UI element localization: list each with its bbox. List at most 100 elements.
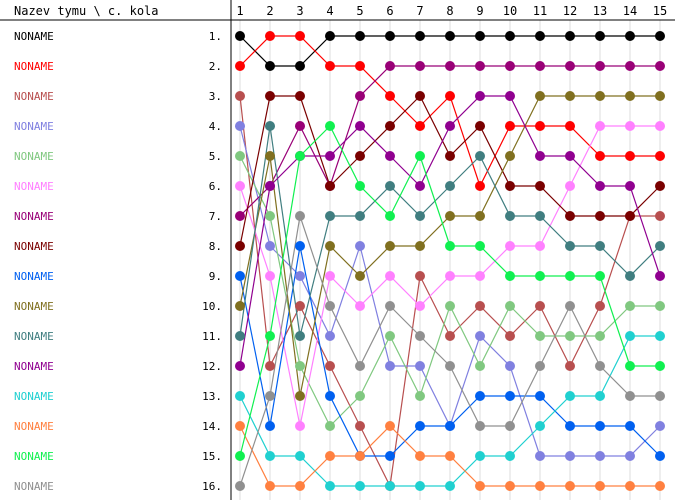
series-2-point-round-15 — [655, 151, 665, 161]
team-name-3: NONAME — [14, 90, 54, 103]
series-11-point-round-12 — [565, 241, 575, 251]
series-8-point-round-4 — [325, 181, 335, 191]
series-13-point-round-3 — [295, 451, 305, 461]
rank-label-9: 9. — [209, 270, 222, 283]
series-16-point-round-11 — [535, 361, 545, 371]
series-6-point-round-4 — [325, 271, 335, 281]
series-11-point-round-4 — [325, 211, 335, 221]
series-3-point-round-13 — [595, 301, 605, 311]
series-10-point-round-8 — [445, 211, 455, 221]
series-3-point-round-1 — [235, 91, 245, 101]
series-2-point-round-3 — [295, 31, 305, 41]
series-8-point-round-3 — [295, 91, 305, 101]
series-14-point-round-1 — [235, 421, 245, 431]
series-2-point-round-8 — [445, 91, 455, 101]
series-13-point-round-12 — [565, 391, 575, 401]
series-15-point-round-11 — [535, 271, 545, 281]
series-15-point-round-4 — [325, 121, 335, 131]
series-7-point-round-15 — [655, 61, 665, 71]
round-label-14: 14 — [623, 4, 637, 18]
rank-label-4: 4. — [209, 120, 222, 133]
series-5-point-round-14 — [625, 301, 635, 311]
series-14-point-round-7 — [415, 451, 425, 461]
series-10-point-round-14 — [625, 91, 635, 101]
series-4-point-round-4 — [325, 331, 335, 341]
series-11-point-round-1 — [235, 331, 245, 341]
series-11-point-round-11 — [535, 211, 545, 221]
series-2-point-round-13 — [595, 151, 605, 161]
series-15-point-round-6 — [385, 211, 395, 221]
series-2-point-round-9 — [475, 181, 485, 191]
series-15-point-round-9 — [475, 241, 485, 251]
series-7-point-round-13 — [595, 61, 605, 71]
rank-label-5: 5. — [209, 150, 222, 163]
series-7-point-round-3 — [295, 121, 305, 131]
series-9-point-round-6 — [385, 451, 395, 461]
series-5-point-round-10 — [505, 301, 515, 311]
series-14-point-round-14 — [625, 481, 635, 491]
series-6-point-round-6 — [385, 271, 395, 281]
round-label-1: 1 — [236, 4, 243, 18]
series-15-point-round-2 — [265, 331, 275, 341]
series-11-point-round-5 — [355, 211, 365, 221]
series-16-point-round-10 — [505, 421, 515, 431]
team-name-2: NONAME — [14, 60, 54, 73]
series-8-point-round-11 — [535, 181, 545, 191]
series-5-point-round-12 — [565, 331, 575, 341]
series-11-point-round-13 — [595, 241, 605, 251]
series-7-point-round-6 — [385, 61, 395, 71]
series-8-point-round-8 — [445, 151, 455, 161]
round-label-15: 15 — [653, 4, 667, 18]
team-name-12: NONAME — [14, 360, 54, 373]
rank-label-10: 10. — [202, 300, 222, 313]
series-13-point-round-13 — [595, 391, 605, 401]
series-15-point-round-7 — [415, 151, 425, 161]
series-2-point-round-7 — [415, 121, 425, 131]
series-14-point-round-2 — [265, 481, 275, 491]
series-1-point-round-1 — [235, 31, 245, 41]
series-8-point-round-1 — [235, 241, 245, 251]
series-9-point-round-2 — [265, 421, 275, 431]
series-3-point-round-15 — [655, 211, 665, 221]
series-8-point-round-15 — [655, 181, 665, 191]
series-12-point-round-4 — [325, 151, 335, 161]
corner-label: Nazev tymu \ c. kola — [14, 4, 159, 18]
series-2-point-round-14 — [625, 151, 635, 161]
series-11-point-round-2 — [265, 121, 275, 131]
series-13-point-round-14 — [625, 331, 635, 341]
series-8-point-round-13 — [595, 211, 605, 221]
series-6-point-round-1 — [235, 181, 245, 191]
series-1-point-round-5 — [355, 31, 365, 41]
series-14-point-round-15 — [655, 481, 665, 491]
series-5-point-round-8 — [445, 301, 455, 311]
series-6-point-round-11 — [535, 241, 545, 251]
series-1-point-round-12 — [565, 31, 575, 41]
series-13-point-round-15 — [655, 331, 665, 341]
series-10-point-round-11 — [535, 91, 545, 101]
series-8-point-round-9 — [475, 121, 485, 131]
series-15-point-round-12 — [565, 271, 575, 281]
series-1-point-round-9 — [475, 31, 485, 41]
series-1-point-round-11 — [535, 31, 545, 41]
series-12-point-round-11 — [535, 151, 545, 161]
series-1-point-round-2 — [265, 61, 275, 71]
round-label-5: 5 — [356, 4, 363, 18]
series-4-point-round-9 — [475, 331, 485, 341]
series-13-point-round-11 — [535, 421, 545, 431]
series-10-point-round-3 — [295, 391, 305, 401]
series-11-point-round-9 — [475, 151, 485, 161]
series-9-point-round-15 — [655, 451, 665, 461]
series-4-point-round-15 — [655, 421, 665, 431]
team-name-9: NONAME — [14, 270, 54, 283]
series-16-point-round-6 — [385, 301, 395, 311]
round-label-13: 13 — [593, 4, 607, 18]
team-name-1: NONAME — [14, 30, 54, 43]
series-13-point-round-7 — [415, 481, 425, 491]
series-4-point-round-14 — [625, 451, 635, 461]
series-11-point-round-8 — [445, 181, 455, 191]
series-14-point-round-3 — [295, 481, 305, 491]
series-7-point-round-1 — [235, 211, 245, 221]
series-11-point-round-6 — [385, 181, 395, 191]
round-label-12: 12 — [563, 4, 577, 18]
series-3-point-round-3 — [295, 301, 305, 311]
